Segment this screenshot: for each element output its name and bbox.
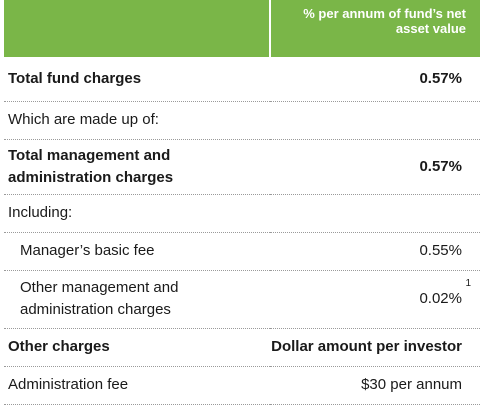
row-value: 0.55%: [270, 232, 480, 271]
row-value: Dollar amount per investor: [270, 328, 480, 367]
row-label: Other management and administration char…: [4, 270, 271, 329]
table-row-managers-basic-fee: Manager’s basic fee 0.55%: [4, 232, 480, 271]
row-label: Including:: [4, 194, 271, 233]
header-label-cell: [4, 0, 271, 57]
row-value: $30 per annum: [270, 366, 480, 405]
row-label: Administration fee: [4, 366, 271, 405]
table-row-other-charges: Other charges Dollar amount per investor: [4, 328, 480, 367]
row-label: Which are made up of:: [4, 101, 271, 140]
row-label: Manager’s basic fee: [4, 232, 271, 271]
row-label: Other charges: [4, 328, 271, 367]
row-label: Total management and administration char…: [4, 139, 271, 195]
row-value: [270, 194, 480, 233]
row-label: Total fund charges: [4, 57, 271, 102]
row-value: 0.57%: [270, 57, 480, 102]
row-value-cell: 0.02% 1: [270, 270, 480, 329]
header-value-cell: % per annum of fund’s net asset value: [269, 0, 480, 57]
table-row-made-up-of: Which are made up of:: [4, 101, 480, 140]
row-value: [270, 101, 480, 140]
table-header-row: % per annum of fund’s net asset value: [4, 0, 480, 57]
row-value: 0.02%: [419, 290, 462, 307]
table-row-administration-fee: Administration fee $30 per annum: [4, 366, 480, 405]
header-value-column-label: % per annum of fund’s net asset value: [303, 6, 466, 36]
table-row-total-fund-charges: Total fund charges 0.57%: [4, 57, 480, 102]
table-row-other-management-admin: Other management and administration char…: [4, 270, 480, 329]
row-value-with-footnote: 0.02% 1: [419, 278, 471, 308]
table-row-total-management-admin: Total management and administration char…: [4, 139, 480, 195]
table-row-including: Including:: [4, 194, 480, 233]
fund-charges-table: % per annum of fund’s net asset value To…: [4, 0, 480, 405]
row-value: 0.57%: [270, 139, 480, 195]
